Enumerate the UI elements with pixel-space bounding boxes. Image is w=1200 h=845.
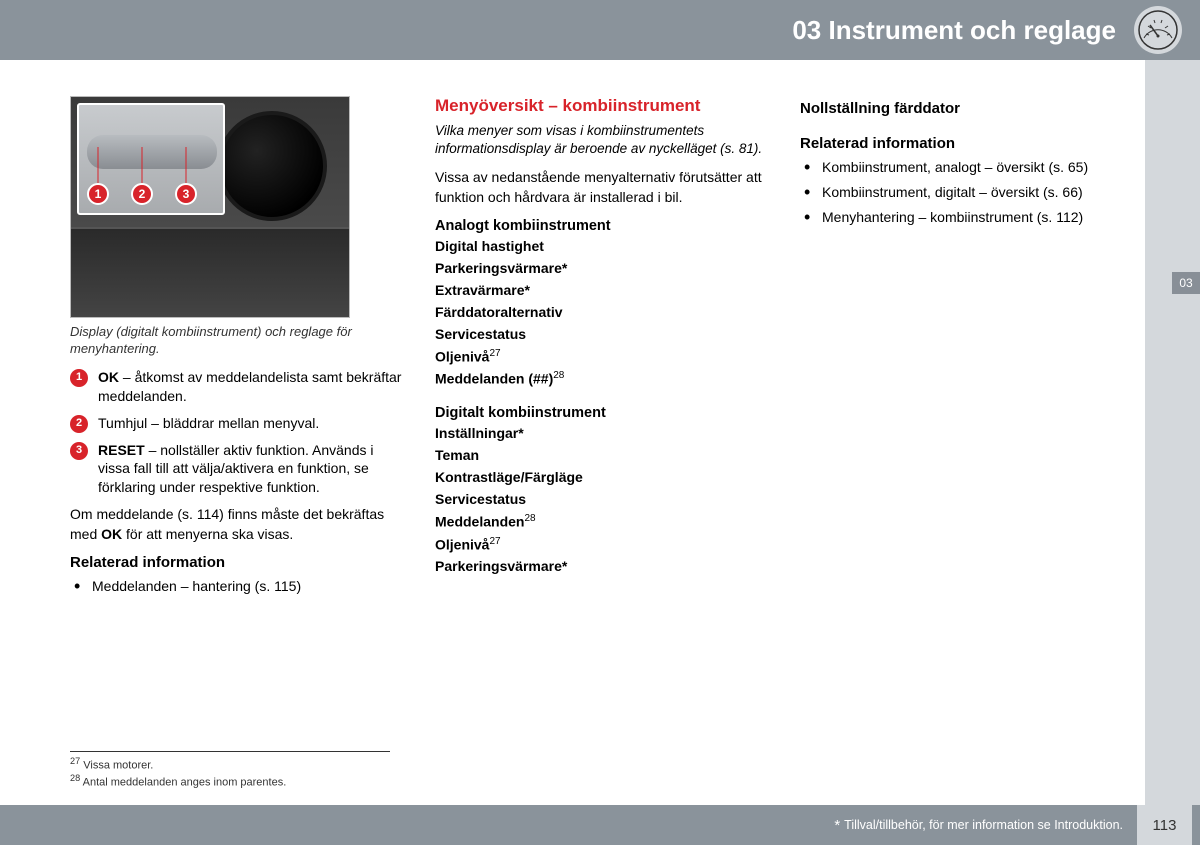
figure-callout-3: 3 <box>175 183 197 205</box>
menu-item: Kontrastläge/Färgläge <box>435 469 770 485</box>
page-number: 113 <box>1137 805 1192 845</box>
col2-title: Menyöversikt – kombiinstrument <box>435 96 770 116</box>
footnote: 27 Vissa motorer. <box>70 756 390 772</box>
analog-heading: Analogt kombiinstrument <box>435 218 770 234</box>
footer-note: Tillval/tillbehör, för mer information s… <box>844 818 1123 832</box>
digital-heading: Digitalt kombiinstrument <box>435 405 770 421</box>
col2-para: Vissa av nedanstående menyalternativ för… <box>435 168 770 207</box>
legend-text: OK – åtkomst av meddelandelista samt bek… <box>98 368 405 406</box>
menu-item: Digital hastighet <box>435 238 770 254</box>
footnote: 28 Antal meddelanden anges inom parentes… <box>70 773 390 789</box>
footnotes: 27 Vissa motorer.28 Antal meddelanden an… <box>70 751 390 791</box>
list-item: Kombiinstrument, analogt – översikt (s. … <box>800 158 1135 177</box>
column-2: Menyöversikt – kombiinstrument Vilka men… <box>435 96 770 602</box>
col3-related-heading: Relaterad information <box>800 135 1135 152</box>
menu-item: Extravärmare* <box>435 282 770 298</box>
legend-text: RESET – nollställer aktiv funktion. Anvä… <box>98 441 405 498</box>
col1-paragraph: Om meddelande (s. 114) finns måste det b… <box>70 505 405 544</box>
legend-text: Tumhjul – bläddrar mellan menyval. <box>98 414 319 433</box>
menu-item: Färddatoralternativ <box>435 304 770 320</box>
figure-callout-1: 1 <box>87 183 109 205</box>
col3-top-heading: Nollställning färddator <box>800 100 1135 117</box>
header-title: 03 Instrument och reglage <box>792 15 1116 46</box>
menu-item: Meddelanden (##)28 <box>435 370 770 387</box>
col2-intro: Vilka menyer som visas i kombiinstrument… <box>435 122 770 158</box>
menu-item: Oljenivå27 <box>435 348 770 365</box>
column-1: 1 2 3 Display (digitalt kombiinstrument)… <box>70 96 405 602</box>
column-3: Nollställning färddator Relaterad inform… <box>800 96 1135 602</box>
legend-number: 1 <box>70 369 88 387</box>
menu-item: Parkeringsvärmare* <box>435 558 770 574</box>
menu-item: Servicestatus <box>435 491 770 507</box>
figure-caption: Display (digitalt kombiinstrument) och r… <box>70 324 405 358</box>
legend-number: 3 <box>70 442 88 460</box>
instrument-figure: 1 2 3 <box>70 96 350 318</box>
legend-item: 1 OK – åtkomst av meddelandelista samt be… <box>70 368 405 406</box>
content-area: 1 2 3 Display (digitalt kombiinstrument)… <box>70 96 1140 602</box>
menu-item: Teman <box>435 447 770 463</box>
page-header: 03 Instrument och reglage <box>0 0 1200 60</box>
legend-number: 2 <box>70 415 88 433</box>
gauge-icon <box>1134 6 1182 54</box>
legend-item: 3 RESET – nollställer aktiv funktion. Anv… <box>70 441 405 498</box>
asterisk-icon: * <box>834 817 840 834</box>
menu-item: Servicestatus <box>435 326 770 342</box>
list-item: Kombiinstrument, digitalt – översikt (s.… <box>800 183 1135 202</box>
menu-item: Parkeringsvärmare* <box>435 260 770 276</box>
menu-item: Meddelanden28 <box>435 513 770 530</box>
side-band <box>1145 60 1200 805</box>
menu-item: Oljenivå27 <box>435 536 770 553</box>
menu-item: Inställningar* <box>435 425 770 441</box>
legend-item: 2 Tumhjul – bläddrar mellan menyval. <box>70 414 405 433</box>
footer-bar: * Tillval/tillbehör, för mer information… <box>0 805 1200 845</box>
list-item: Menyhantering – kombiinstrument (s. 112) <box>800 208 1135 227</box>
section-tab: 03 <box>1172 272 1200 294</box>
list-item: Meddelanden – hantering (s. 115) <box>70 577 405 596</box>
col1-related-heading: Relaterad information <box>70 554 405 571</box>
figure-callout-2: 2 <box>131 183 153 205</box>
